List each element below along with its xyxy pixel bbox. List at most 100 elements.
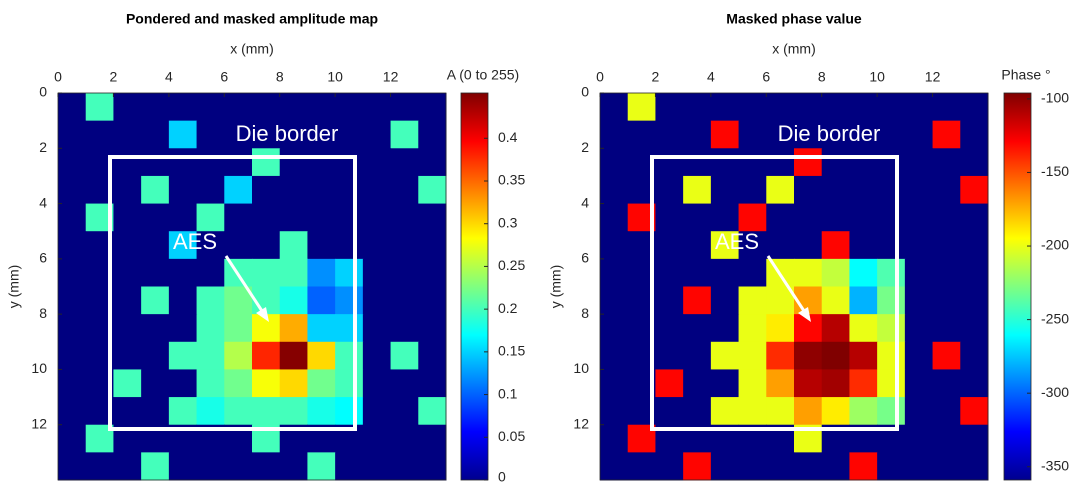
heatmap-cell (141, 341, 170, 370)
heatmap-cell (307, 175, 336, 205)
y-tick-label: 10 (573, 360, 589, 376)
heatmap-cell (600, 231, 629, 260)
x-tick-label: 12 (925, 69, 941, 85)
colorbar-tick-label: 0.25 (498, 257, 525, 273)
heatmap-cell (627, 120, 656, 149)
heatmap-cell (794, 397, 823, 426)
heatmap-cell (307, 286, 336, 315)
heatmap-cell (960, 148, 989, 177)
heatmap-cell (335, 120, 364, 149)
heatmap-cell (655, 314, 684, 343)
heatmap-cell (168, 120, 198, 149)
heatmap-cell (58, 203, 87, 232)
heatmap-cell (683, 120, 712, 149)
heatmap-cell (279, 397, 308, 426)
x-tick-label: 2 (110, 69, 118, 85)
x-tick-label: 4 (165, 69, 173, 85)
x-tick-label: 6 (220, 69, 228, 85)
heatmap-cell (362, 286, 392, 315)
colorbar-label: A (0 to 255) (447, 67, 519, 83)
x-tick-label: 0 (596, 69, 604, 85)
heatmap-cell (821, 203, 850, 232)
heatmap-cell (710, 258, 740, 287)
heatmap-cell (655, 452, 684, 481)
arrow-head (256, 307, 269, 322)
heatmap-cell (390, 93, 419, 122)
heatmap-cell (877, 369, 906, 398)
heatmap-cell (113, 341, 142, 370)
colorbar-tick-label: 0.15 (498, 343, 525, 359)
heatmap-cell (904, 341, 934, 370)
heatmap-cell (113, 286, 142, 315)
heatmap-cell (58, 397, 87, 426)
heatmap-cell (141, 314, 170, 343)
heatmap-cell (655, 120, 684, 149)
heatmap-cell (335, 148, 364, 177)
heatmap-cell (58, 369, 87, 398)
heatmap-cell (390, 258, 419, 287)
heatmap-cell (113, 258, 142, 287)
heatmap-cell (794, 203, 823, 232)
colorbar-tick-label: 0.1 (498, 385, 518, 401)
heatmap-cell (307, 397, 336, 426)
heatmap-cell (141, 397, 170, 426)
heatmap-cell (279, 203, 308, 232)
heatmap-cell (58, 258, 87, 287)
heatmap-cell (418, 424, 447, 453)
heatmap-cell (655, 203, 684, 232)
heatmap-cell (766, 148, 795, 177)
heatmap-cell (600, 369, 629, 398)
colorbar-tick-label: -100 (1041, 90, 1069, 106)
heatmap-cell (904, 397, 934, 426)
heatmap-cell (766, 341, 795, 370)
heatmap-cell (710, 286, 740, 315)
heatmap-cell (224, 175, 253, 205)
heatmap-cell (141, 175, 170, 205)
annotation: Die border (236, 121, 339, 146)
heatmap-cell (362, 93, 392, 122)
heatmap-cell (85, 452, 114, 481)
heatmap-cell (849, 341, 878, 370)
arrow-line (766, 255, 808, 315)
heatmap-cell (390, 424, 419, 453)
annotation: AES (715, 229, 759, 254)
heatmap-cell (627, 452, 656, 481)
heatmap-cell (279, 93, 308, 122)
heatmap-cell (904, 175, 934, 205)
heatmap-cell (877, 148, 906, 177)
heatmap-cell (932, 369, 961, 398)
heatmap-cell (196, 314, 225, 343)
heatmap-cell (252, 203, 281, 232)
arrow-line (224, 255, 266, 315)
y-tick-label: 4 (581, 194, 589, 210)
heatmap-cell (738, 258, 767, 287)
heatmap-cell (279, 175, 308, 205)
heatmap-cell (710, 369, 740, 398)
heatmap-cell (904, 120, 934, 149)
die-border (108, 155, 357, 431)
heatmap-cell (141, 452, 170, 481)
heatmap-cell (58, 452, 87, 481)
heatmap-cell (58, 314, 87, 343)
heatmap-cell (932, 258, 961, 287)
heatmap-cell (821, 231, 850, 260)
heatmap-cell (168, 93, 198, 122)
x-tick-label: 10 (327, 69, 343, 85)
heatmap-cell (196, 203, 225, 232)
y-tick-label: 8 (39, 305, 47, 321)
heatmap-cell (279, 120, 308, 149)
heatmap-cell (794, 148, 823, 177)
heatmap-cell (390, 369, 419, 398)
heatmap-cell (168, 397, 198, 426)
heatmap-cell (960, 93, 989, 122)
heatmap-cell (655, 258, 684, 287)
heatmap-cell (655, 286, 684, 315)
heatmap-cell (85, 120, 114, 149)
heatmap-cell (766, 452, 795, 481)
heatmap-cell (794, 369, 823, 398)
x-axis-label: x (mm) (772, 41, 816, 57)
heatmap-cell (418, 120, 447, 149)
heatmap-cell (683, 452, 712, 481)
heatmap-cell (196, 231, 225, 260)
heatmap-cell (113, 231, 142, 260)
